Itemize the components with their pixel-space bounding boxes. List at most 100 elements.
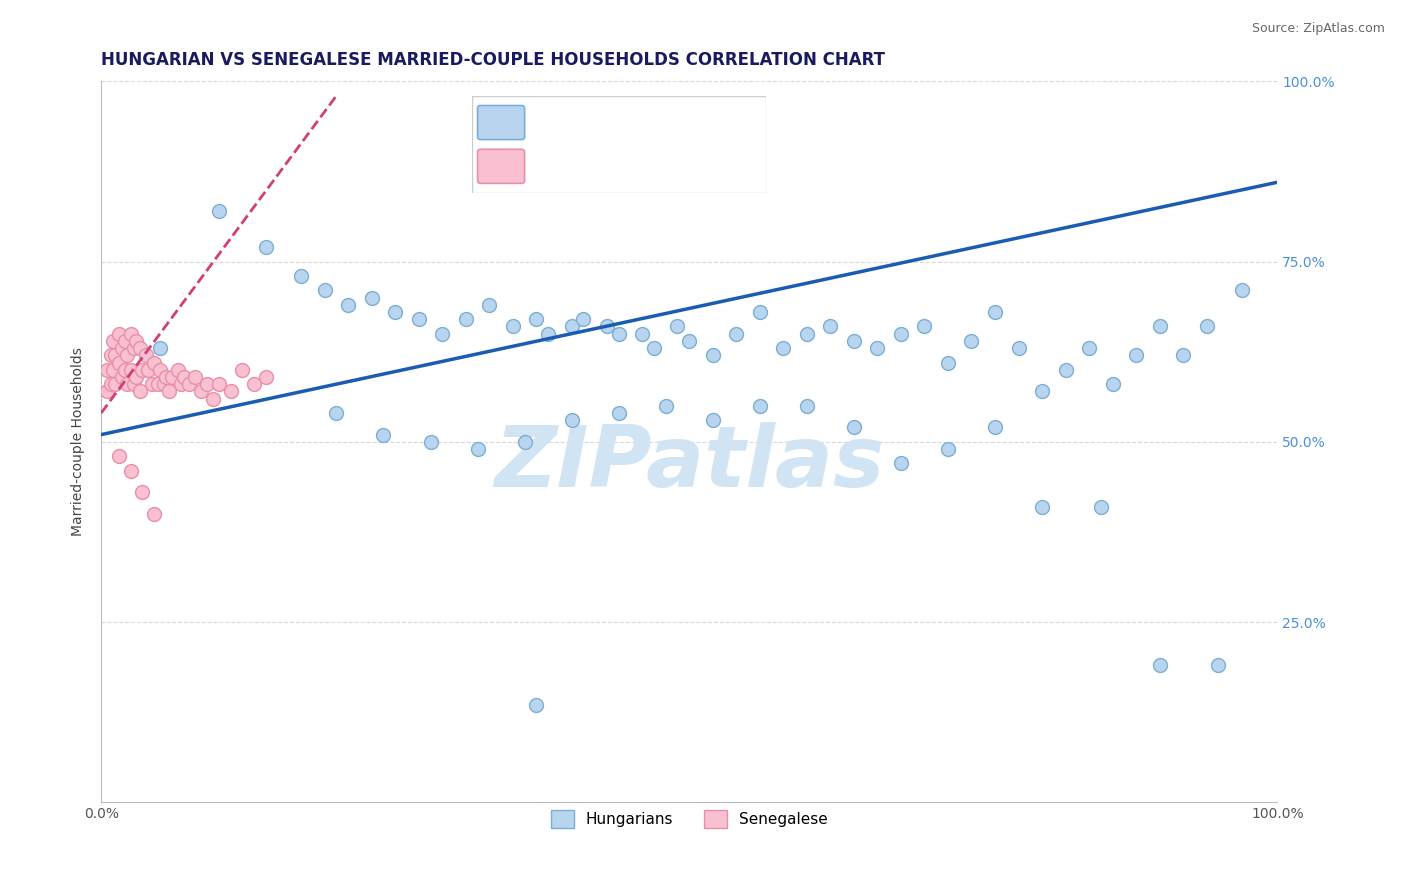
Hungarians — [702, 413, 724, 427]
Senegalese — [201, 392, 224, 406]
Hungarians — [360, 291, 382, 305]
Hungarians — [208, 204, 231, 219]
Hungarians — [796, 399, 818, 413]
Senegalese — [108, 449, 131, 463]
Hungarians — [1054, 362, 1077, 376]
Senegalese — [129, 341, 152, 355]
Hungarians — [537, 326, 560, 341]
Senegalese — [208, 377, 231, 392]
Hungarians — [890, 457, 912, 471]
Senegalese — [131, 362, 153, 376]
Senegalese — [149, 362, 172, 376]
Hungarians — [772, 341, 794, 355]
Hungarians — [1125, 348, 1147, 362]
Hungarians — [984, 305, 1007, 319]
Hungarians — [678, 334, 700, 348]
Senegalese — [111, 370, 134, 384]
Hungarians — [454, 312, 477, 326]
Senegalese — [166, 362, 188, 376]
Hungarians — [725, 326, 748, 341]
Hungarians — [337, 298, 360, 312]
Senegalese — [115, 377, 138, 392]
Senegalese — [96, 384, 118, 399]
Senegalese — [170, 377, 193, 392]
Hungarians — [254, 240, 277, 254]
Senegalese — [120, 464, 142, 478]
Hungarians — [702, 348, 724, 362]
Senegalese — [155, 370, 177, 384]
Senegalese — [104, 377, 127, 392]
Hungarians — [866, 341, 889, 355]
Hungarians — [1149, 319, 1171, 334]
Text: HUNGARIAN VS SENEGALESE MARRIED-COUPLE HOUSEHOLDS CORRELATION CHART: HUNGARIAN VS SENEGALESE MARRIED-COUPLE H… — [101, 51, 886, 69]
Legend: Hungarians, Senegalese: Hungarians, Senegalese — [544, 804, 834, 834]
Hungarians — [408, 312, 430, 326]
Hungarians — [631, 326, 654, 341]
Hungarians — [1173, 348, 1195, 362]
Hungarians — [1078, 341, 1101, 355]
Senegalese — [143, 507, 166, 521]
Hungarians — [314, 284, 336, 298]
Senegalese — [160, 370, 183, 384]
Hungarians — [432, 326, 454, 341]
Hungarians — [290, 268, 312, 283]
Hungarians — [748, 399, 770, 413]
Hungarians — [1101, 377, 1123, 392]
Senegalese — [195, 377, 218, 392]
Senegalese — [173, 370, 195, 384]
Senegalese — [125, 370, 148, 384]
Senegalese — [101, 362, 124, 376]
Text: Source: ZipAtlas.com: Source: ZipAtlas.com — [1251, 22, 1385, 36]
Senegalese — [100, 377, 122, 392]
Hungarians — [513, 434, 536, 449]
Senegalese — [179, 377, 201, 392]
Hungarians — [524, 312, 547, 326]
Hungarians — [960, 334, 983, 348]
Senegalese — [184, 370, 207, 384]
Hungarians — [936, 355, 959, 369]
Hungarians — [890, 326, 912, 341]
Hungarians — [419, 434, 441, 449]
Hungarians — [325, 406, 347, 420]
Senegalese — [219, 384, 242, 399]
Hungarians — [936, 442, 959, 456]
Hungarians — [984, 420, 1007, 434]
Hungarians — [666, 319, 689, 334]
Hungarians — [1149, 658, 1171, 673]
Hungarians — [572, 312, 595, 326]
Senegalese — [143, 355, 166, 369]
Senegalese — [111, 341, 134, 355]
Hungarians — [561, 413, 583, 427]
Senegalese — [231, 362, 253, 376]
Hungarians — [384, 305, 406, 319]
Hungarians — [748, 305, 770, 319]
Senegalese — [108, 326, 131, 341]
Senegalese — [101, 334, 124, 348]
Senegalese — [141, 377, 163, 392]
Senegalese — [131, 485, 153, 500]
Senegalese — [115, 348, 138, 362]
Senegalese — [243, 377, 266, 392]
Text: ZIPatlas: ZIPatlas — [494, 422, 884, 505]
Senegalese — [129, 384, 152, 399]
Hungarians — [561, 319, 583, 334]
Hungarians — [1195, 319, 1218, 334]
Hungarians — [842, 420, 865, 434]
Senegalese — [125, 334, 148, 348]
Senegalese — [159, 384, 181, 399]
Hungarians — [1031, 384, 1053, 399]
Hungarians — [654, 399, 676, 413]
Y-axis label: Married-couple Households: Married-couple Households — [72, 347, 86, 536]
Hungarians — [373, 427, 395, 442]
Hungarians — [596, 319, 619, 334]
Hungarians — [820, 319, 842, 334]
Hungarians — [478, 298, 501, 312]
Hungarians — [1208, 658, 1230, 673]
Senegalese — [100, 348, 122, 362]
Hungarians — [149, 341, 172, 355]
Senegalese — [254, 370, 277, 384]
Hungarians — [502, 319, 524, 334]
Senegalese — [190, 384, 212, 399]
Senegalese — [152, 377, 174, 392]
Hungarians — [524, 698, 547, 712]
